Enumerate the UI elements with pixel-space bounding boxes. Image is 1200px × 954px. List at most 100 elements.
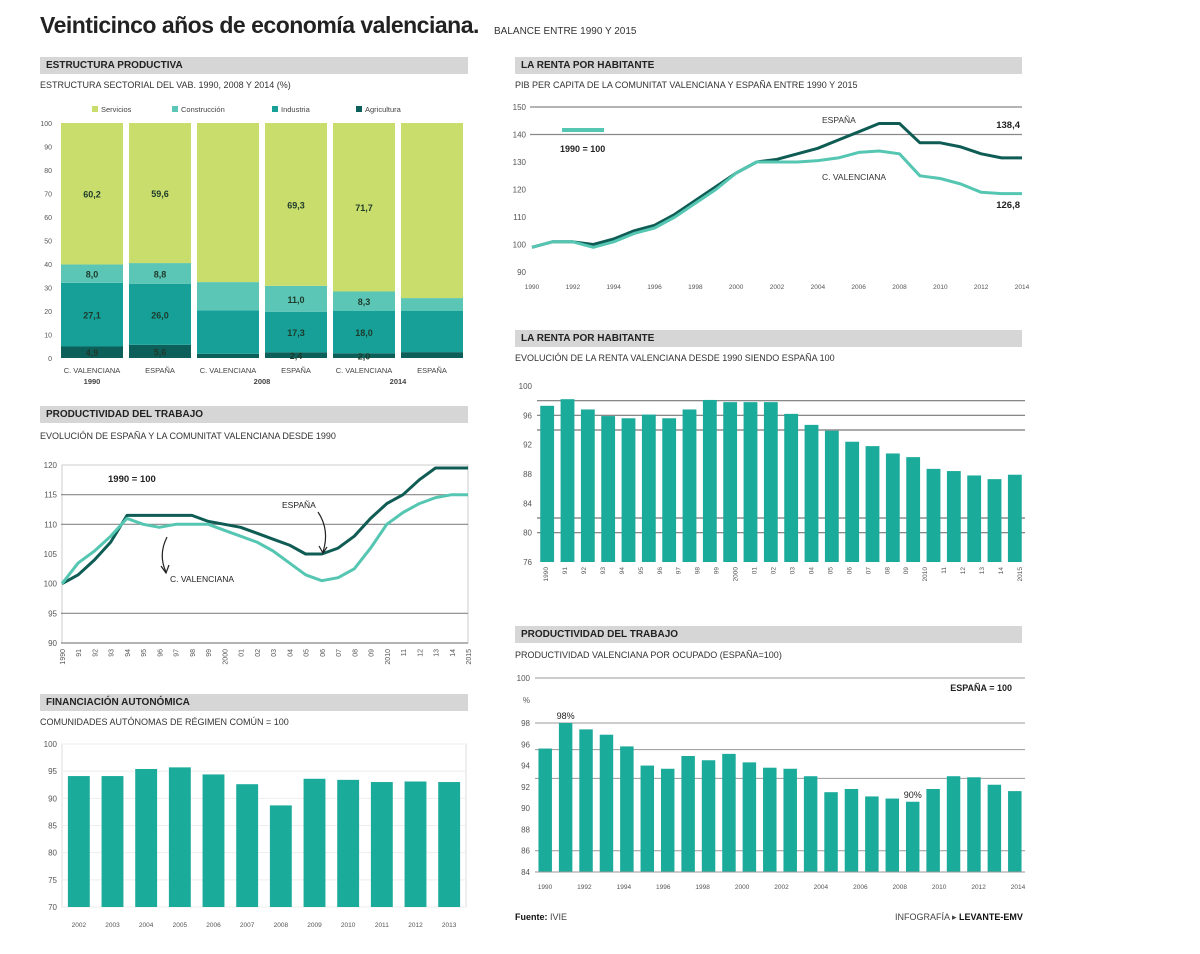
x-tick-label: 2012 xyxy=(974,284,989,291)
x-tick-label: 2004 xyxy=(139,922,154,929)
legend-label: Servicios xyxy=(101,105,132,114)
legend-swatch xyxy=(172,106,178,112)
bar-segment-construcción xyxy=(265,285,327,312)
bar xyxy=(558,723,573,872)
segment-label: 60,2 xyxy=(83,190,101,200)
y-tick-label: 30 xyxy=(44,286,52,293)
bar xyxy=(621,418,636,562)
bar-segment-servicios xyxy=(129,123,191,264)
x-tick-label: 1992 xyxy=(566,284,581,291)
y-tick-label: 96 xyxy=(523,411,532,420)
bar xyxy=(540,405,555,562)
segment-label: 8,0 xyxy=(86,270,99,280)
x-tick-label: 2014 xyxy=(1015,284,1030,291)
y-tick-label: 120 xyxy=(44,461,58,470)
x-tick-label: 07 xyxy=(865,567,872,575)
estructura-subtitle: ESTRUCTURA SECTORIAL DEL VAB. 1990, 2008… xyxy=(40,80,291,90)
bar xyxy=(404,781,427,907)
bar-annotation: 98% xyxy=(557,711,575,721)
x-tick-label: 2005 xyxy=(173,922,188,929)
bar xyxy=(681,755,695,872)
bar xyxy=(601,416,616,562)
y-tick-label: 110 xyxy=(44,520,57,529)
y-tick-label: 75 xyxy=(48,876,57,885)
arrow-head-icon xyxy=(160,564,170,575)
bar-segment-industria xyxy=(129,283,191,345)
bar-segment-agricultura xyxy=(129,344,191,358)
bar xyxy=(784,413,799,562)
x-tick-label: 13 xyxy=(979,567,986,575)
x-tick-label: C. VALENCIANA xyxy=(336,366,393,375)
bar xyxy=(926,468,941,562)
x-tick-label: 07 xyxy=(336,649,343,657)
renta-pib-subtitle: PIB PER CAPITA DE LA COMUNITAT VALENCIAN… xyxy=(515,80,858,90)
x-tick-label: 1996 xyxy=(656,884,671,891)
y-tick-label: 100 xyxy=(44,740,58,749)
productividad-left-subtitle: EVOLUCIÓN DE ESPAÑA Y LA COMUNITAT VALEN… xyxy=(40,431,336,441)
end-label-cv: 126,8 xyxy=(996,200,1020,211)
segment-label: 11,0 xyxy=(287,295,304,305)
reference-label: ESPAÑA = 100 xyxy=(950,683,1012,693)
y-tick-label: 100 xyxy=(519,382,533,391)
x-tick-label: 2002 xyxy=(72,922,87,929)
x-tick-label: 92 xyxy=(581,567,588,575)
bar xyxy=(580,409,595,562)
bar xyxy=(865,796,879,872)
legend-label: Industria xyxy=(281,105,311,114)
line-c-valenciana xyxy=(60,493,468,585)
bar xyxy=(438,782,461,907)
segment-label: 69,3 xyxy=(287,200,305,210)
bar xyxy=(845,441,860,562)
y-tick-label: % xyxy=(523,696,530,705)
x-tick-label: 03 xyxy=(789,567,796,575)
y-tick-label: 0 xyxy=(48,356,52,363)
renta-pib-header: LA RENTA POR HABITANTE xyxy=(515,57,1022,74)
x-tick-label: ESPAÑA xyxy=(417,366,447,375)
y-tick-label: 80 xyxy=(523,529,532,538)
x-tick-label: 2004 xyxy=(811,284,826,291)
legend-swatch xyxy=(356,106,362,112)
bar-segment-servicios xyxy=(401,123,463,299)
bar xyxy=(824,430,839,562)
y-tick-label: 60 xyxy=(44,215,52,222)
bar xyxy=(662,418,677,562)
bar xyxy=(641,414,656,562)
bar-segment-construcción xyxy=(401,298,463,311)
y-tick-label: 115 xyxy=(44,491,57,500)
segment-label: 8,3 xyxy=(358,297,371,307)
x-tick-label: 03 xyxy=(271,649,278,657)
y-tick-label: 150 xyxy=(513,103,527,112)
segment-label: 59,6 xyxy=(151,189,169,199)
x-tick-label: 14 xyxy=(998,567,1005,575)
x-tick-label: 01 xyxy=(239,649,246,657)
bar xyxy=(844,788,859,872)
credit: INFOGRAFÍA ▸ LEVANTE-EMV xyxy=(895,912,1023,923)
bar xyxy=(101,776,124,907)
x-tick-label: 05 xyxy=(304,649,311,657)
x-tick-label: 2003 xyxy=(105,922,120,929)
bar xyxy=(269,805,292,907)
bar-segment-agricultura xyxy=(401,352,463,358)
arrow-icon xyxy=(317,511,327,553)
x-tick-label: 93 xyxy=(600,567,607,575)
bar-segment-construcción xyxy=(129,263,191,284)
x-tick-label: 97 xyxy=(676,567,683,575)
x-tick-label: 2012 xyxy=(971,884,986,891)
bar xyxy=(701,760,716,872)
x-tick-label: 98 xyxy=(190,649,197,657)
bar xyxy=(640,765,655,872)
x-tick-label: 1990 xyxy=(538,884,553,891)
y-tick-label: 92 xyxy=(523,441,532,450)
x-tick-label: 2008 xyxy=(274,922,289,929)
bar xyxy=(67,776,90,907)
bar xyxy=(560,399,575,562)
x-tick-label: ESPAÑA xyxy=(281,366,311,375)
y-tick-label: 70 xyxy=(48,903,57,912)
x-tick-label: 11 xyxy=(401,649,408,656)
financiacion-subtitle: COMUNIDADES AUTÓNOMAS DE RÉGIMEN COMÚN =… xyxy=(40,717,289,727)
arrow-head-icon xyxy=(318,545,328,555)
x-tick-label: 94 xyxy=(619,567,626,575)
credit-prefix: INFOGRAFÍA ▸ xyxy=(895,912,957,922)
x-tick-label: 12 xyxy=(417,649,424,657)
